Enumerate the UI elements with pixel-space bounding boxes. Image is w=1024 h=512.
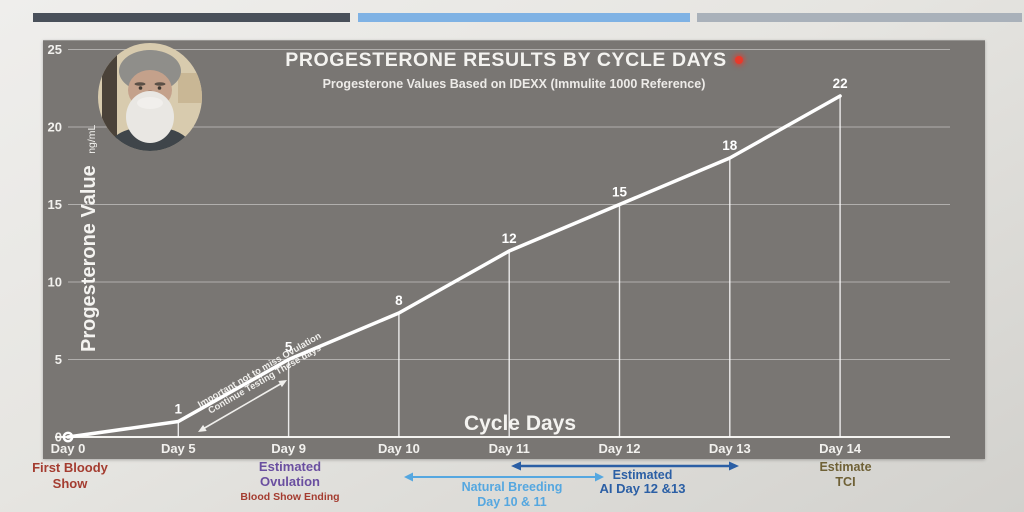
x-axis-title: Cycle Days	[464, 412, 576, 435]
annotation-line: TCI	[835, 475, 856, 489]
annotation-line: Natural Breeding	[461, 480, 563, 494]
data-label: 22	[833, 76, 848, 91]
y-tick-label: 15	[48, 197, 62, 212]
y-axis-title: Progesterone Value ng/mL	[78, 124, 100, 352]
y-tick-label: 10	[48, 275, 62, 290]
avatar	[98, 43, 202, 151]
annotation-estimated-ovulation: Estimated Ovulation Blood Show Ending	[230, 459, 350, 505]
x-tick-label: Day 5	[161, 441, 196, 456]
annotation-natural-breeding: Natural Breeding Day 10 & 11	[427, 480, 597, 509]
y-tick-label: 5	[55, 352, 62, 367]
annotation-line: Estimate	[819, 460, 872, 474]
annotation-estimate-tci: Estimate TCI	[788, 460, 903, 490]
red-dot-icon	[734, 56, 743, 64]
x-tick-label: Day 10	[378, 441, 420, 456]
data-line	[66, 94, 842, 439]
x-tick-label: Day 12	[599, 441, 641, 456]
data-label: 8	[395, 293, 403, 308]
annotation-line: First Bloody	[32, 460, 108, 475]
data-label: 15	[612, 185, 628, 200]
x-tick-label: Day 11	[489, 441, 530, 456]
top-accent-bar-dark	[33, 13, 350, 22]
x-tick-label: Day 14	[819, 441, 862, 456]
y-tick-label: 20	[48, 120, 62, 135]
annotation-line: Show	[52, 475, 88, 491]
x-tick-label: Day 13	[709, 441, 751, 456]
top-accent-bar-gray	[697, 13, 1022, 22]
annotation-line: AI Day 12 &13	[599, 481, 686, 496]
start-marker	[62, 431, 74, 443]
top-accent-bar-blue	[358, 13, 690, 22]
y-axis-unit: ng/mL	[86, 124, 98, 153]
x-tick-label: Day 0	[51, 441, 86, 456]
annotation-line: Day 10 & 11	[477, 494, 547, 509]
testing-note-line1: Important not to miss Ovulation	[196, 330, 323, 409]
data-label: 12	[502, 231, 517, 246]
natural-breeding-arrowhead-left	[404, 472, 413, 482]
chart-subtitle: Progesterone Values Based on IDEXX (Immu…	[322, 77, 706, 91]
testing-range-arrow	[198, 380, 287, 432]
annotation-line: Estimated	[258, 459, 322, 474]
ai-arrowhead-left	[511, 461, 521, 471]
data-label: 5	[285, 340, 293, 355]
annotation-line: Ovulation	[260, 474, 320, 489]
y-tick-label: 25	[48, 42, 62, 57]
ai-arrowhead-right	[729, 461, 739, 471]
annotation-estimated-ai: Estimated AI Day 12 &13	[565, 468, 720, 496]
chart-panel: Important not to miss Ovulation Continue…	[43, 40, 985, 459]
chart-title-text: PROGESTERONE RESULTS BY CYCLE DAYS	[285, 49, 727, 71]
annotation-line: Blood Show Ending	[240, 491, 340, 503]
data-label: 18	[722, 138, 738, 153]
x-tick-label: Day 9	[271, 441, 306, 456]
data-label: 1	[175, 402, 183, 417]
y-axis-title-text: Progesterone Value	[78, 165, 100, 352]
annotation-line: Estimated	[612, 468, 673, 482]
line-chart: Important not to miss Ovulation Continue…	[48, 42, 950, 456]
chart-title: PROGESTERONE RESULTS BY CYCLE DAYS	[43, 49, 985, 72]
annotation-first-bloody-show: First Bloody Show	[15, 460, 125, 491]
